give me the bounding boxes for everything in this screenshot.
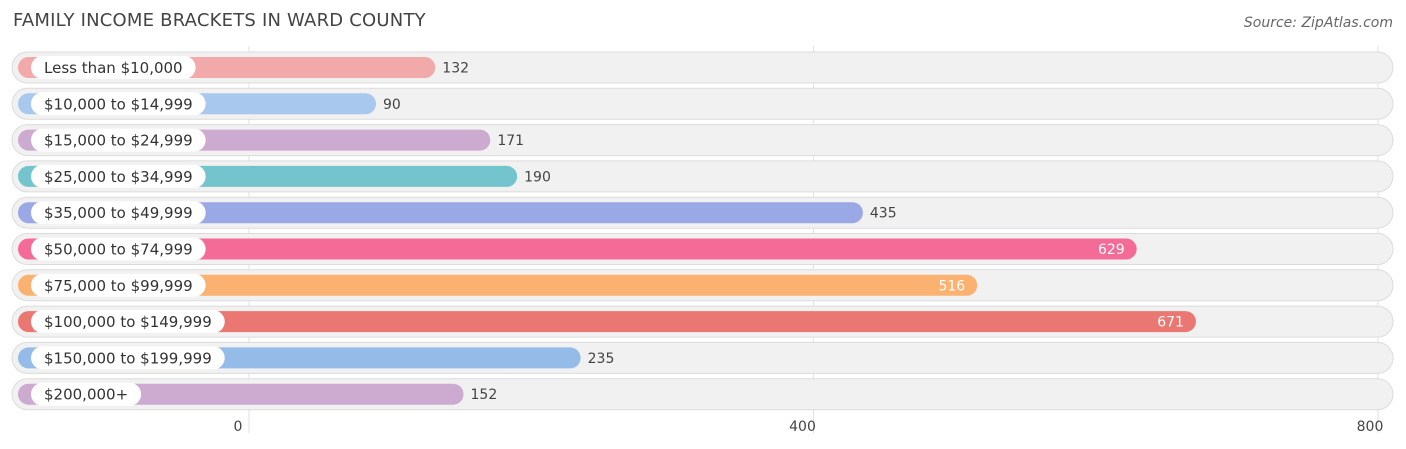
chart-title: FAMILY INCOME BRACKETS IN WARD COUNTY <box>13 10 426 31</box>
ticks-layer: 0 400 800 <box>234 419 1384 435</box>
category-label: $50,000 to $74,999 <box>44 241 193 259</box>
category-pill <box>31 310 225 334</box>
value-label: 435 <box>870 206 897 222</box>
category-label: $200,000+ <box>44 386 128 404</box>
category-label: $25,000 to $34,999 <box>44 168 193 186</box>
bar <box>18 202 863 224</box>
x-tick-label: 0 <box>234 419 243 435</box>
value-label: 516 <box>938 278 965 294</box>
value-label: 629 <box>1098 242 1125 258</box>
category-pill <box>31 201 206 225</box>
category-pill <box>31 346 225 370</box>
value-label: 132 <box>442 61 469 77</box>
bar <box>18 311 1196 333</box>
value-label: 152 <box>471 387 498 403</box>
category-label: $10,000 to $14,999 <box>44 95 193 113</box>
category-pill <box>31 237 206 261</box>
category-label: $35,000 to $49,999 <box>44 204 193 222</box>
x-tick-label: 400 <box>789 419 816 435</box>
category-pill <box>31 382 142 406</box>
category-pill <box>31 273 206 297</box>
category-pill <box>31 92 206 116</box>
category-label: $15,000 to $24,999 <box>44 132 193 150</box>
category-label: $150,000 to $199,999 <box>44 349 212 367</box>
bar <box>18 274 978 296</box>
value-label: 671 <box>1157 315 1184 331</box>
category-pill <box>31 128 206 152</box>
bar <box>18 238 1137 260</box>
category-label: Less than $10,000 <box>44 59 183 77</box>
x-tick-label: 800 <box>1357 419 1384 435</box>
value-label: 90 <box>383 97 401 113</box>
rows-layer: Less than $10,000 132 $10,000 to $14,999 90… <box>11 51 1394 411</box>
value-label: 190 <box>524 169 551 185</box>
category-pill <box>31 164 206 188</box>
category-label: $75,000 to $99,999 <box>44 277 193 295</box>
value-label: 235 <box>588 351 615 367</box>
chart-source: Source: ZipAtlas.com <box>1243 15 1393 31</box>
category-pill <box>31 56 196 79</box>
value-label: 171 <box>497 133 524 149</box>
category-label: $100,000 to $149,999 <box>44 313 212 331</box>
